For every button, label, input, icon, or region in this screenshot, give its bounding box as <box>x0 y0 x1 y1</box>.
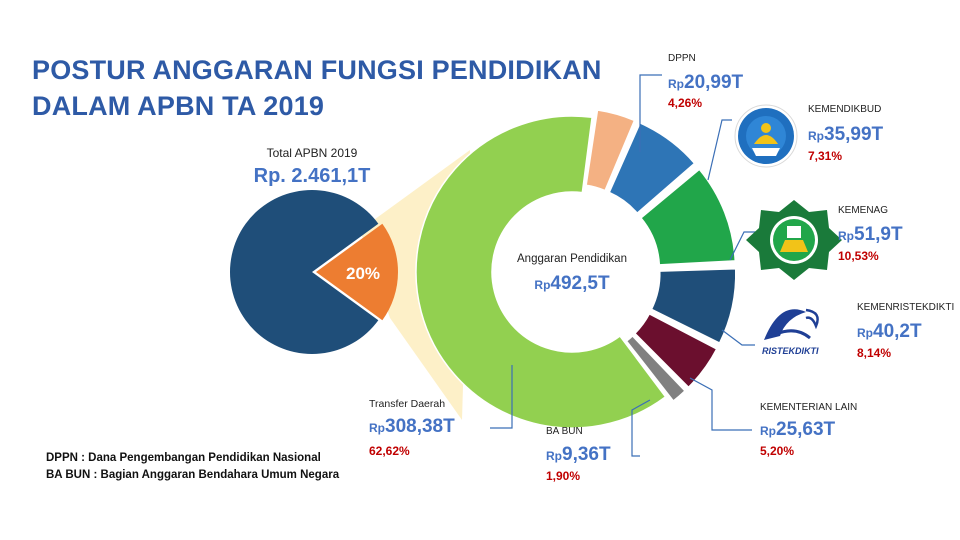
label-name-dppn: DPPN <box>668 53 696 64</box>
label-amount-kemendikbud: Rp35,99T <box>808 124 884 145</box>
donut-slice-dppn <box>585 109 636 192</box>
donut-slice-kemendikbud <box>608 122 696 215</box>
kemenag-logo-icon <box>746 200 842 280</box>
education-budget-donut <box>415 109 737 429</box>
label-name-transfer-daerah: Transfer Daerah <box>369 398 445 410</box>
label-percent-kemenag: 10,53% <box>838 249 879 263</box>
label-amount-ba-bun: Rp9,36T <box>546 444 611 465</box>
center-label: Anggaran Pendidikan <box>517 253 627 265</box>
leader-line-kementerian-lain <box>689 377 752 431</box>
education-share-label: 20% <box>346 264 380 283</box>
label-name-kementerian-lain: KEMENTERIAN LAIN <box>760 402 857 413</box>
label-amount-kemenag: Rp51,9T <box>838 224 903 245</box>
leader-lines <box>490 74 758 457</box>
total-apbn-pie: 20% <box>230 189 398 354</box>
ristekdikti-logo-icon: RISTEKDIKTI <box>762 308 819 356</box>
label-amount-kementerian-lain: Rp25,63T <box>760 419 836 440</box>
label-name-ba-bun: BA BUN <box>546 426 583 437</box>
leader-line-dppn <box>639 74 662 152</box>
title-line-2: DALAM APBN TA 2019 <box>32 91 325 121</box>
label-percent-dppn: 4,26% <box>668 96 702 110</box>
label-amount-dppn: Rp20,99T <box>668 72 744 93</box>
leader-line-kemendikbud <box>707 119 732 181</box>
education-share-slice <box>316 223 398 321</box>
label-name-kemendikbud: KEMENDIKBUD <box>808 104 881 115</box>
title-line-1: POSTUR ANGGARAN FUNGSI PENDIDIKAN <box>32 55 602 85</box>
label-percent-ba-bun: 1,90% <box>546 469 580 483</box>
footnote-ba-bun: BA BUN : Bagian Anggaran Bendahara Umum … <box>46 469 340 481</box>
label-name-kemenristekdikti: KEMENRISTEKDIKTI <box>857 302 954 313</box>
donut-slice-kemenag <box>639 168 737 266</box>
total-apbn-amount: Rp. 2.461,1T <box>254 165 371 187</box>
page-title: POSTUR ANGGARAN FUNGSI PENDIDIKAN DALAM … <box>32 52 602 124</box>
donut-slice-transfer-daerah <box>415 115 667 429</box>
label-amount-kemenristekdikti: Rp40,2T <box>857 321 922 342</box>
label-amount-transfer-daerah: Rp308,38T <box>369 416 455 437</box>
total-apbn-slice <box>230 189 379 354</box>
label-percent-kemenristekdikti: 8,14% <box>857 346 891 360</box>
label-percent-kemendikbud: 7,31% <box>808 149 842 163</box>
center-amount-prefix: Rp <box>534 278 550 292</box>
leader-line-ba-bun <box>631 399 651 457</box>
donut-slice-kementerian-lain <box>633 312 718 389</box>
center-amount-value: 492,5T <box>550 273 610 294</box>
donut-slice-ba-bun <box>625 334 687 402</box>
donut-slice-kemenristekdikti <box>650 268 737 345</box>
label-name-kemenag: KEMENAG <box>838 205 888 216</box>
total-apbn-label: Total APBN 2019 <box>267 146 358 160</box>
kemendikbud-logo-icon <box>734 104 798 168</box>
leader-line-kemenag <box>729 231 758 261</box>
label-percent-transfer-daerah: 62,62% <box>369 444 410 458</box>
footnote-dppn: DPPN : Dana Pengembangan Pendidikan Nasi… <box>46 452 321 464</box>
leader-line-transfer-daerah <box>490 365 513 429</box>
center-amount: Rp492,5T <box>534 273 610 294</box>
label-percent-kementerian-lain: 5,20% <box>760 444 794 458</box>
leader-line-kemenristekdikti <box>721 329 755 346</box>
ristekdikti-logo-text: RISTEKDIKTI <box>762 346 819 356</box>
